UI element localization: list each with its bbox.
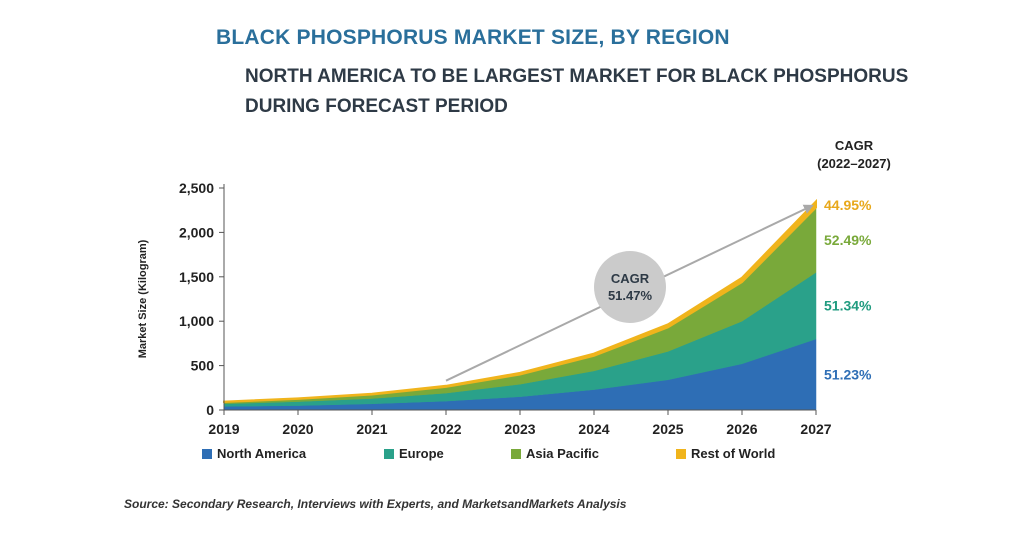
- legend: North America Europe Asia Pacific Rest of W…: [0, 446, 1024, 466]
- legend-swatch: [676, 448, 686, 459]
- x-tick-label: 2021: [356, 421, 387, 437]
- y-tick-label: 1,000: [179, 313, 214, 329]
- x-tick-label: 2019: [208, 421, 239, 437]
- cagr-bubble-value: 51.47%: [608, 288, 653, 303]
- x-tick-label: 2022: [430, 421, 461, 437]
- cagr-bubble: [594, 251, 666, 323]
- x-tick-label: 2025: [652, 421, 683, 437]
- legend-swatch: [202, 448, 212, 459]
- cagr-header: CAGR: [835, 138, 874, 153]
- legend-item-rest-of-world: Rest of World: [676, 446, 775, 461]
- y-tick-label: 0: [206, 402, 214, 418]
- chart-subtitle: NORTH AMERICA TO BE LARGEST MARKET FOR B…: [245, 66, 909, 117]
- axes: 0 500 1,000 1,500 2,000 2,500 2019 2020 2021 2022…: [137, 180, 832, 437]
- annotations: CAGR 51.47% CAGR (2022–2027) 44.95% 52.49% 51.…: [445, 138, 891, 382]
- x-tick-label: 2020: [282, 421, 313, 437]
- chart-title: BLACK PHOSPHORUS MARKET SIZE, BY REGION: [216, 26, 730, 49]
- cagr-label-rest-of-world: 44.95%: [824, 197, 872, 213]
- source-note: Source: Secondary Research, Interviews w…: [124, 497, 627, 511]
- x-tick-label: 2024: [578, 421, 609, 437]
- y-axis-label: Market Size (Kilogram): [137, 239, 149, 358]
- cagr-period: (2022–2027): [817, 156, 891, 171]
- y-tick-label: 2,000: [179, 224, 214, 240]
- cagr-label-north-america: 51.23%: [824, 366, 872, 382]
- x-tick-label: 2027: [800, 421, 831, 437]
- series-area-rest-of-world: [223, 198, 817, 404]
- legend-item-asia-pacific: Asia Pacific: [511, 446, 599, 461]
- y-tick-label: 1,500: [179, 269, 214, 285]
- cagr-label-asia-pacific: 52.49%: [824, 232, 872, 248]
- legend-label: Europe: [399, 446, 444, 461]
- legend-swatch: [511, 448, 521, 459]
- legend-item-north-america: North America: [202, 446, 306, 461]
- legend-swatch: [384, 448, 394, 459]
- legend-label: North America: [217, 446, 307, 461]
- cagr-label-europe: 51.34%: [824, 298, 872, 314]
- x-tick-label: 2026: [726, 421, 757, 437]
- legend-label: Asia Pacific: [526, 446, 599, 461]
- cagr-bubble-label: CAGR: [611, 271, 650, 286]
- legend-label: Rest of World: [691, 446, 776, 461]
- area-layers: [223, 198, 817, 411]
- y-tick-label: 2,500: [179, 180, 214, 196]
- y-tick-label: 500: [191, 358, 215, 374]
- legend-item-europe: Europe: [384, 446, 444, 461]
- x-tick-label: 2023: [504, 421, 535, 437]
